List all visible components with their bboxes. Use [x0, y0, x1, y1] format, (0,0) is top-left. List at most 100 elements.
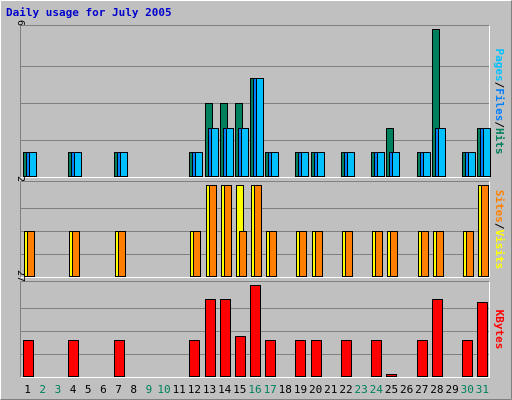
bar-sites-day-17 [269, 231, 277, 277]
bar-pages-day-31 [483, 128, 491, 177]
x-tick-label: 29 [445, 383, 458, 396]
x-tick-label: 13 [203, 383, 216, 396]
bar-sites-day-13 [209, 185, 217, 277]
bar-pages-day-22 [347, 152, 355, 177]
bar-kbytes-day-25 [386, 374, 397, 377]
bar-pages-day-15 [241, 128, 249, 177]
bar-pages-day-13 [211, 128, 219, 177]
bar-kbytes-day-31 [477, 302, 488, 377]
x-tick-label: 17 [264, 383, 277, 396]
bar-pages-day-28 [438, 128, 446, 177]
bar-pages-day-27 [423, 152, 431, 177]
x-tick-label: 26 [400, 383, 413, 396]
x-tick-label: 11 [173, 383, 186, 396]
bar-sites-day-28 [436, 231, 444, 277]
bar-sites-day-15 [239, 231, 247, 277]
bar-sites-day-19 [299, 231, 307, 277]
x-tick-label: 20 [309, 383, 322, 396]
axis-label-part: / [493, 82, 506, 89]
bar-kbytes-day-16 [250, 285, 261, 377]
bar-pages-day-14 [226, 128, 234, 177]
panel-bottom: 27 KBytes [15, 270, 506, 378]
series-pages [29, 78, 491, 177]
axis-label-part: Visits [493, 230, 506, 270]
chart-title: Daily usage for July 2005 [6, 6, 172, 19]
panel-middle-ymax-label: 2 [15, 176, 26, 182]
bar-kbytes-day-4 [68, 340, 79, 377]
axis-label-part: / [493, 121, 506, 128]
series-sites [27, 185, 489, 277]
bar-kbytes-day-7 [114, 340, 125, 377]
x-tick-label: 5 [85, 383, 92, 396]
axis-label-part: KBytes [493, 310, 506, 350]
x-tick-label: 22 [339, 383, 352, 396]
panel-bottom-ymax-label: 27 [15, 270, 26, 282]
bar-sites-day-30 [466, 231, 474, 277]
bar-kbytes-day-12 [189, 340, 200, 377]
panel-top-axis-label: Pages/Files/Hits [493, 49, 506, 155]
x-tick-label: 24 [370, 383, 384, 396]
bar-sites-day-31 [481, 185, 489, 277]
panel-top-ymax-label: 6 [15, 20, 26, 26]
x-tick-label: 3 [55, 383, 62, 396]
axis-label-part: Sites [493, 190, 506, 223]
x-tick-label: 6 [100, 383, 107, 396]
bar-kbytes-day-27 [417, 340, 428, 377]
bar-sites-day-24 [375, 231, 383, 277]
x-tick-label: 25 [385, 383, 398, 396]
bar-pages-day-25 [392, 152, 400, 177]
bar-pages-day-7 [120, 152, 128, 177]
x-tick-label: 30 [461, 383, 474, 396]
x-tick-label: 12 [188, 383, 201, 396]
bar-kbytes-day-1 [23, 340, 34, 377]
x-tick-label: 15 [233, 383, 246, 396]
bar-kbytes-day-30 [462, 340, 473, 377]
axis-label-part: Files [493, 88, 506, 121]
bar-kbytes-day-17 [265, 340, 276, 377]
x-tick-label: 7 [115, 383, 122, 396]
bar-kbytes-day-13 [205, 299, 216, 377]
x-tick-label: 18 [279, 383, 292, 396]
bar-pages-day-19 [301, 152, 309, 177]
axis-label-part: / [493, 223, 506, 230]
bar-pages-day-17 [271, 152, 279, 177]
bar-kbytes-day-28 [432, 299, 443, 377]
bar-sites-day-1 [27, 231, 35, 277]
bar-kbytes-day-24 [371, 340, 382, 377]
panel-middle-axis-label: Sites/Visits [493, 190, 506, 270]
bar-pages-day-4 [74, 152, 82, 177]
x-tick-label: 4 [70, 383, 77, 396]
x-tick-label: 9 [146, 383, 153, 396]
panel-middle: 2 Sites/Visits [15, 176, 506, 278]
bar-kbytes-day-15 [235, 336, 246, 377]
x-tick-label: 19 [294, 383, 307, 396]
bar-pages-day-1 [29, 152, 37, 177]
bar-pages-day-20 [317, 152, 325, 177]
x-tick-label: 14 [218, 383, 232, 396]
bar-sites-day-20 [315, 231, 323, 277]
x-tick-label: 10 [157, 383, 170, 396]
bar-sites-day-4 [72, 231, 80, 277]
x-tick-label: 8 [130, 383, 137, 396]
bar-pages-day-16 [256, 78, 264, 177]
bar-pages-day-12 [195, 152, 203, 177]
bar-kbytes-day-14 [220, 299, 231, 377]
bar-pages-day-24 [377, 152, 385, 177]
series-kbytes [23, 285, 488, 377]
x-tick-label: 21 [324, 383, 337, 396]
x-tick-label: 31 [476, 383, 489, 396]
panel-top: 6 Pages/Files/Hits [15, 20, 506, 178]
axis-label-part: Hits [493, 128, 506, 155]
x-tick-label: 2 [39, 383, 46, 396]
bar-sites-day-14 [224, 185, 232, 277]
x-tick-label: 1 [24, 383, 31, 396]
bar-pages-day-30 [468, 152, 476, 177]
bar-sites-day-27 [421, 231, 429, 277]
bar-sites-day-12 [193, 231, 201, 277]
bar-sites-day-7 [118, 231, 126, 277]
x-tick-label: 23 [354, 383, 367, 396]
bar-kbytes-day-20 [311, 340, 322, 377]
x-tick-label: 27 [415, 383, 428, 396]
bar-sites-day-25 [390, 231, 398, 277]
